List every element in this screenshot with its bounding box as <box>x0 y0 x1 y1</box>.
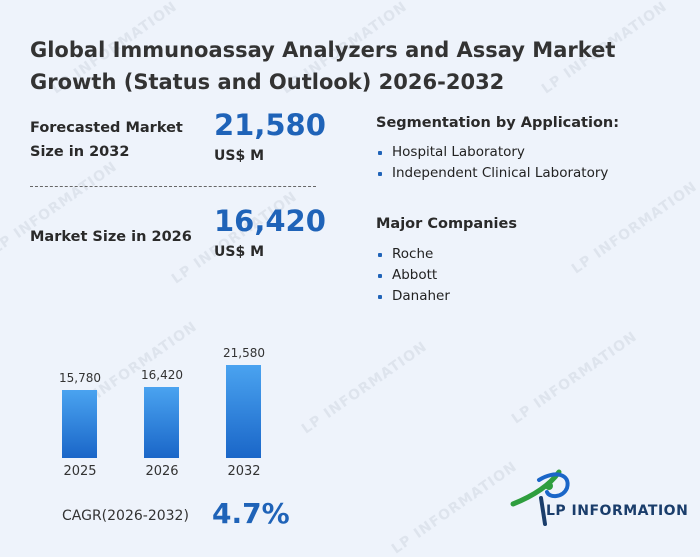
current-unit: US$ M <box>214 244 264 260</box>
bar-value-label: 16,420 <box>141 368 183 382</box>
bar-category-label: 2025 <box>63 464 97 479</box>
bar-2032 <box>226 365 261 458</box>
logo-text: LP INFORMATION <box>546 503 689 519</box>
forecast-label-line2: Size in 2032 <box>30 144 130 160</box>
forecast-value: 21,580 <box>214 108 326 142</box>
cagr-value: 4.7% <box>212 497 290 530</box>
lp-information-logo <box>510 469 570 526</box>
bar-category-label: 2026 <box>145 464 179 479</box>
watermark: LP INFORMATION <box>298 338 431 438</box>
segmentation-list: Hospital Laboratory Independent Clinical… <box>376 142 608 184</box>
list-item: Roche <box>376 244 450 265</box>
segmentation-heading: Segmentation by Application: <box>376 115 620 131</box>
list-item: Independent Clinical Laboratory <box>376 163 608 184</box>
cagr-label: CAGR(2026-2032) <box>62 508 189 524</box>
bar-value-label: 15,780 <box>59 371 101 385</box>
forecast-label-line1: Forecasted Market <box>30 120 183 136</box>
forecast-label: Forecasted Market Size in 2032 <box>30 116 183 164</box>
watermark: LP INFORMATION <box>388 458 521 557</box>
page-title: Global Immunoassay Analyzers and Assay M… <box>30 38 616 94</box>
forecast-unit: US$ M <box>214 148 264 164</box>
bar-category-label: 2032 <box>227 464 261 479</box>
current-value: 16,420 <box>214 204 326 238</box>
current-label: Market Size in 2026 <box>30 229 192 245</box>
bar-2026 <box>144 387 179 458</box>
list-item: Hospital Laboratory <box>376 142 608 163</box>
watermark: LP INFORMATION <box>508 328 641 428</box>
companies-list: Roche Abbott Danaher <box>376 244 450 307</box>
companies-heading: Major Companies <box>376 216 517 232</box>
divider <box>30 186 316 187</box>
bar-2025 <box>62 390 97 458</box>
bar-value-label: 21,580 <box>223 346 265 360</box>
list-item: Danaher <box>376 286 450 307</box>
list-item: Abbott <box>376 265 450 286</box>
watermark: LP INFORMATION <box>568 178 700 278</box>
